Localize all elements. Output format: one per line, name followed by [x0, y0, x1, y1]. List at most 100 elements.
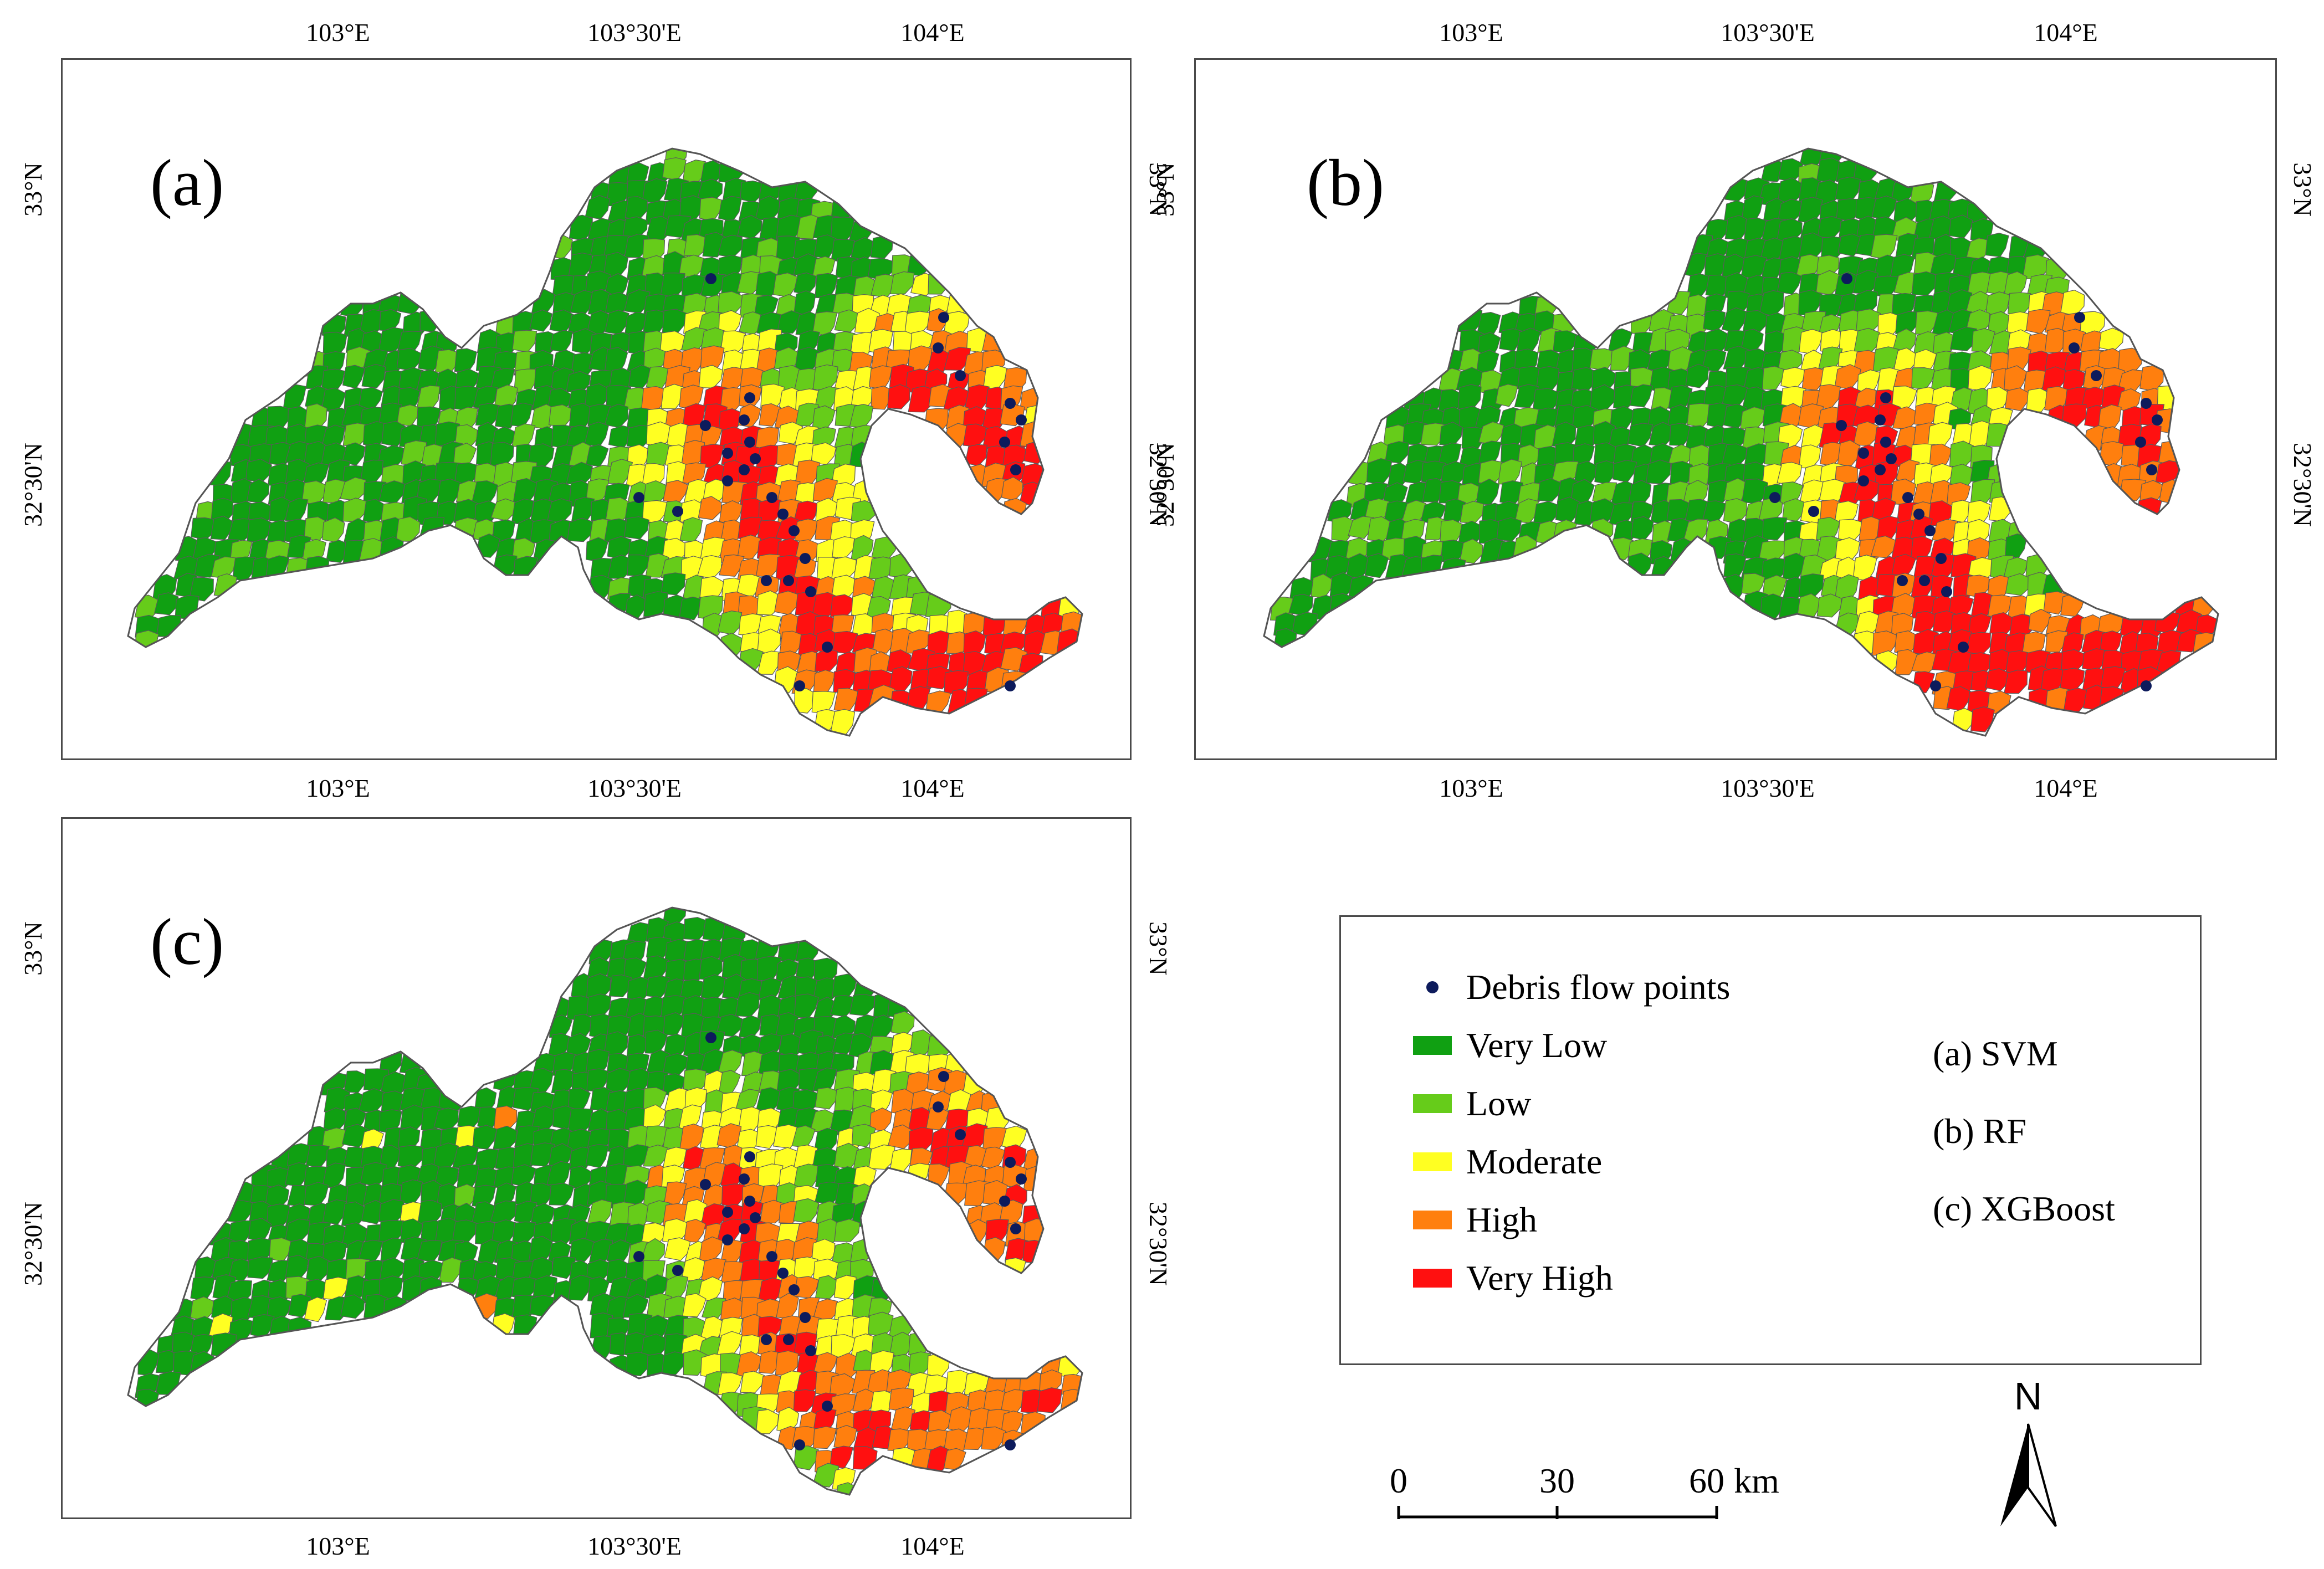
lat-tick-b-right-33: 33°N	[2289, 162, 2317, 217]
debris-flow-point	[2152, 414, 2163, 425]
catchment-unit	[1965, 632, 1992, 656]
catchment-unit	[399, 1179, 423, 1205]
catchment-unit	[358, 1088, 386, 1113]
catchment-unit	[567, 517, 593, 542]
lat-tick-c-33: 33°N	[19, 921, 47, 976]
catchment-unit	[661, 1351, 685, 1375]
basin-outline	[127, 147, 1083, 737]
catchment-unit	[1946, 686, 1971, 711]
catchment-unit	[1816, 593, 1842, 618]
lon-tick-b-top-10330: 103°30'E	[1721, 18, 1815, 47]
catchment-unit	[248, 1218, 272, 1242]
catchment-unit	[490, 498, 516, 521]
catchment-unit	[586, 537, 608, 562]
debris-flow-point	[739, 1223, 750, 1234]
catchment-unit	[1629, 384, 1654, 408]
catchment-unit	[155, 1371, 181, 1395]
lon-tick-a-bottom-104: 104°E	[900, 774, 965, 802]
catchment-unit	[2098, 327, 2124, 352]
debris-flow-point	[789, 525, 800, 536]
catchment-unit	[549, 1182, 575, 1206]
catchment-unit	[190, 1276, 215, 1301]
legend-label-moderate: Moderate	[1466, 1142, 1603, 1181]
catchment-unit	[793, 1198, 820, 1224]
debris-flow-point	[722, 448, 733, 459]
catchment-unit	[908, 1351, 931, 1376]
catchment-unit	[1385, 441, 1409, 464]
lat-tick-b-3230: 32°30'N	[1151, 443, 1179, 527]
catchment-unit	[868, 365, 893, 390]
catchment-unit	[1870, 234, 1898, 260]
debris-flow-point	[933, 342, 944, 353]
legend-label-debris-points: Debris flow points	[1466, 967, 1731, 1007]
catchment-unit	[1985, 233, 2009, 258]
debris-flow-point	[744, 392, 755, 403]
catchment-unit	[718, 196, 742, 222]
catchment-unit	[1537, 478, 1561, 502]
debris-flow-point	[700, 1179, 711, 1190]
debris-flow-point	[700, 420, 711, 431]
catchment-unit	[643, 1104, 666, 1129]
debris-flow-point	[1005, 1157, 1016, 1168]
catchment-unit	[284, 498, 309, 522]
catchment-unit	[340, 1294, 365, 1319]
catchment-unit	[1478, 440, 1502, 466]
catchment-unit	[812, 1067, 837, 1093]
catchment-unit	[1420, 555, 1443, 578]
catchment-unit	[851, 535, 874, 560]
catchment-unit	[211, 556, 237, 579]
lat-tick-c-3230: 32°30'N	[19, 1202, 47, 1286]
catchment-unit	[1460, 501, 1485, 524]
catchment-unit	[1970, 706, 1995, 732]
catchment-unit	[870, 235, 894, 259]
catchment-unit	[546, 1161, 571, 1188]
debris-flow-point	[1016, 414, 1027, 425]
catchment-unit	[812, 405, 836, 430]
catchment-unit	[438, 1257, 462, 1283]
catchment-unit	[2007, 346, 2032, 372]
debris-flow-point	[933, 1101, 944, 1112]
catchment-unit	[433, 1107, 459, 1131]
catchment-unit	[1666, 291, 1691, 315]
catchment-unit	[584, 383, 610, 408]
debris-flow-point	[789, 1284, 800, 1295]
catchment-unit	[774, 591, 799, 616]
catchment-unit	[1816, 517, 1840, 542]
debris-flow-point	[783, 575, 794, 586]
catchment-unit	[529, 309, 553, 332]
debris-flow-point	[1010, 1223, 1021, 1234]
catchment-unit	[717, 633, 743, 660]
debris-flow-point	[1924, 525, 1936, 536]
catchment-unit	[1949, 440, 1974, 468]
catchment-unit	[246, 478, 270, 504]
catchment-unit	[361, 363, 386, 388]
debris-flow-point	[739, 414, 750, 425]
catchment-unit	[963, 423, 986, 447]
debris-flow-point	[1886, 453, 1897, 464]
lon-tick-a-top-10330: 103°30'E	[587, 18, 682, 47]
debris-flow-point	[1808, 506, 1819, 517]
catchment-unit	[663, 1053, 689, 1076]
catchment-unit	[568, 252, 593, 277]
catchment-unit	[2154, 611, 2180, 634]
lat-tick-a-33: 33°N	[19, 162, 47, 217]
lon-tick-a-top-104: 104°E	[900, 18, 965, 47]
catchment-unit	[1817, 216, 1843, 239]
catchment-unit	[1759, 290, 1784, 317]
catchment-unit	[2004, 365, 2027, 393]
debris-flow-point	[705, 1032, 716, 1043]
catchment-unit	[1912, 671, 1936, 694]
debris-flow-point	[1836, 420, 1847, 431]
debris-flow-point	[822, 642, 833, 653]
catchment-unit	[1948, 214, 1973, 239]
catchment-unit	[358, 387, 383, 410]
susceptibility-map-xgboost	[127, 906, 1083, 1496]
lon-tick-b-top-104: 104°E	[2034, 18, 2098, 47]
debris-flow-point	[761, 575, 772, 586]
catchment-unit	[1497, 459, 1523, 485]
legend-item-debris-points: Debris flow points	[1413, 967, 1731, 1007]
debris-flow-point	[1880, 437, 1891, 448]
catchment-unit	[1988, 496, 2012, 522]
catchment-unit	[322, 517, 345, 543]
catchment-unit	[305, 1255, 330, 1281]
